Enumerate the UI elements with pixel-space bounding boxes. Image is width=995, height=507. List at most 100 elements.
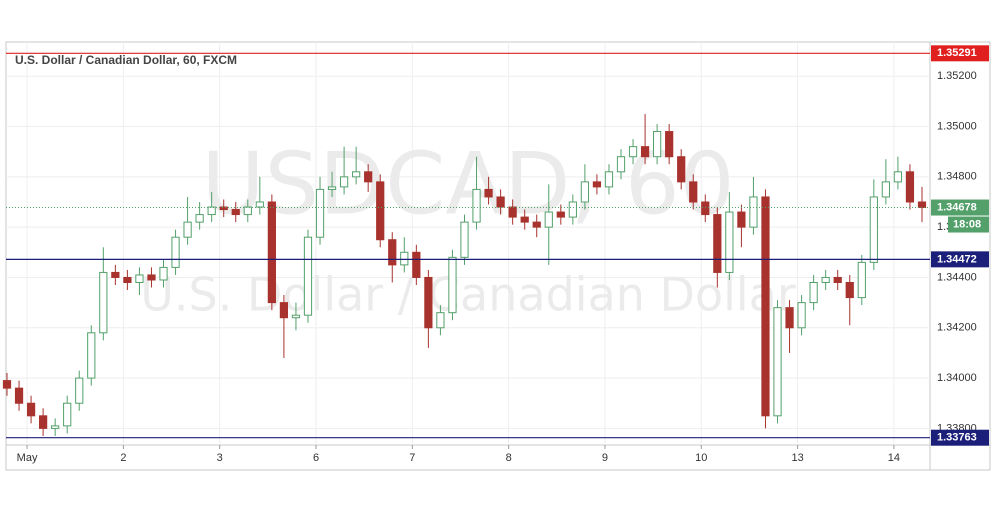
candle-body	[653, 131, 662, 158]
candle-body	[725, 211, 734, 273]
price-label: 1.33763	[937, 432, 977, 444]
candle-body	[315, 188, 325, 238]
candle-body	[544, 211, 553, 228]
candle-body	[797, 302, 806, 329]
candle-body	[761, 196, 770, 417]
candle-body	[520, 216, 529, 223]
candle-body	[159, 266, 168, 281]
price-label: 1.34472	[937, 253, 977, 265]
candle-body	[412, 251, 421, 278]
candle-body	[51, 425, 60, 429]
candles	[2, 113, 927, 436]
candle-body	[785, 307, 794, 329]
candle-body	[255, 201, 264, 208]
candle-body	[460, 221, 469, 258]
candle-body	[833, 276, 842, 283]
candle-body	[628, 146, 638, 158]
candle-body	[219, 206, 228, 211]
candle-body	[436, 312, 445, 329]
candle-body	[400, 251, 409, 266]
candle-body	[773, 307, 782, 417]
x-tick-label: 2	[120, 452, 126, 464]
candle-body	[677, 156, 686, 183]
last-price-label: 1.34678	[937, 201, 977, 213]
countdown: 18:08	[953, 218, 981, 230]
candle-body	[327, 186, 337, 190]
last-price-box	[931, 199, 989, 216]
candle-body	[532, 221, 541, 228]
candle-body	[448, 256, 457, 314]
x-tick-label: 13	[791, 452, 803, 464]
x-tick-label: 7	[409, 452, 415, 464]
candle-body	[303, 236, 313, 316]
candle-body	[207, 206, 216, 216]
candle-body	[508, 206, 517, 218]
x-tick-label: 10	[695, 452, 707, 464]
y-tick-label: 1.35200	[937, 70, 977, 82]
candle-body	[881, 181, 890, 198]
candle-body	[809, 281, 818, 304]
candle-body	[364, 171, 373, 183]
candle-body	[2, 380, 12, 389]
x-tick-label: 6	[313, 452, 319, 464]
candle-body	[821, 276, 830, 283]
candle-body	[75, 377, 84, 404]
x-tick-label: 9	[602, 452, 608, 464]
grid: 1.338001.340001.342001.344001.346001.348…	[6, 42, 977, 464]
y-tick-label: 1.34000	[937, 372, 977, 384]
x-tick-label: May	[17, 452, 38, 464]
price-label: 1.35291	[937, 47, 977, 59]
candle-body	[243, 206, 252, 216]
candle-body	[424, 276, 433, 329]
x-tick-label: 14	[888, 452, 900, 464]
candle-body	[279, 302, 289, 319]
candle-body	[689, 181, 698, 203]
candle-body	[580, 181, 589, 203]
price-label-box	[931, 45, 989, 62]
candle-body	[111, 271, 120, 278]
candle-body	[893, 171, 903, 183]
candle-body	[231, 209, 240, 216]
candle-body	[147, 274, 156, 281]
y-tick-label: 1.34200	[937, 322, 977, 334]
candle-body	[701, 201, 710, 216]
candle-body	[135, 274, 144, 283]
candle-body	[604, 171, 614, 188]
candle-body	[869, 196, 878, 263]
candle-body	[496, 196, 505, 208]
candle-body	[183, 221, 192, 238]
y-tick-label: 1.35000	[937, 120, 977, 132]
candle-body	[26, 402, 36, 417]
candle-body	[857, 261, 866, 299]
frame	[5, 41, 991, 471]
overlay: 1.35291 1.34472 1.33763 1.34678 18:08	[6, 45, 989, 446]
watermark: U.S. Dollar / Canadian Dollar	[140, 268, 796, 322]
chart-title: U.S. Dollar / Canadian Dollar, 60, FXCM	[15, 53, 237, 67]
candle-body	[592, 181, 602, 188]
candle-body	[63, 402, 72, 427]
candle-body	[556, 211, 565, 218]
candle-body	[665, 131, 674, 158]
candle-body	[339, 176, 349, 188]
price-label-box	[931, 429, 989, 446]
y-tick-label: 1.34400	[937, 271, 977, 283]
candle-body	[640, 146, 650, 158]
candle-body	[195, 214, 204, 223]
candle-body	[749, 196, 758, 228]
x-tick-label: 3	[217, 452, 223, 464]
candle-body	[737, 211, 746, 228]
candle-body	[616, 156, 626, 173]
candle-body	[388, 239, 397, 266]
candle-body	[171, 236, 180, 268]
candle-body	[352, 171, 361, 178]
candle-body	[376, 181, 385, 241]
candle-body	[99, 271, 108, 334]
candle-body	[267, 201, 276, 304]
candle-body	[123, 276, 132, 283]
y-tick-label: 1.34800	[937, 171, 977, 183]
candle-body	[845, 281, 854, 299]
candle-body	[568, 201, 577, 218]
countdown-box	[948, 216, 989, 233]
candle-body	[905, 171, 915, 203]
